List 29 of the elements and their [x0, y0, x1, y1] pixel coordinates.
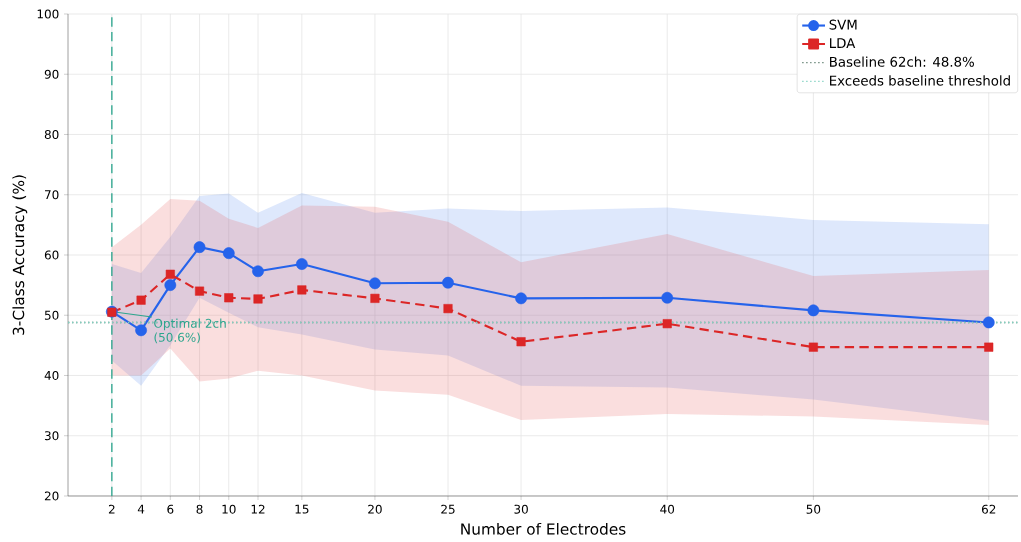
y-axis-title: 3-Class Accuracy (%) — [12, 175, 28, 335]
x-axis-title: Number of Electrodes — [461, 522, 626, 535]
x-tick-label: 12 — [251, 504, 265, 514]
x-tick-label: 6 — [167, 504, 174, 514]
x-tick-label: 2 — [108, 504, 115, 514]
y-tick-label: 100 — [37, 9, 59, 19]
y-tick-label: 50 — [44, 310, 59, 320]
y-tick-label: 80 — [44, 129, 59, 140]
y-tick-label: 70 — [45, 190, 59, 200]
y-tick-label: 40 — [44, 370, 59, 381]
x-tick-label: 10 — [222, 504, 236, 514]
x-tick-label: 30 — [514, 504, 528, 514]
x-tick-label: 20 — [368, 504, 382, 514]
x-tick-label: 15 — [295, 504, 309, 514]
legend-label: LDA — [830, 38, 856, 48]
y-tick-label: 90 — [44, 69, 59, 79]
y-tick-label: 60 — [44, 250, 59, 260]
legend-label: Baseline 62ch: 48.8% — [830, 56, 974, 67]
x-tick-label: 4 — [137, 504, 145, 514]
x-tick-label: 50 — [806, 504, 821, 514]
annotation: Optimal 2ch (50.6%) — [154, 318, 226, 344]
y-tick-label: 20 — [44, 491, 59, 501]
x-tick-label: 62 — [981, 504, 996, 514]
x-tick-label: 25 — [441, 504, 455, 514]
y-tick-label: 30 — [44, 431, 59, 441]
x-tick-label: 8 — [196, 504, 203, 514]
legend-label: Exceeds baseline threshold — [830, 75, 1010, 86]
legend-label: SVM — [829, 19, 857, 30]
x-tick-label: 40 — [660, 504, 675, 514]
